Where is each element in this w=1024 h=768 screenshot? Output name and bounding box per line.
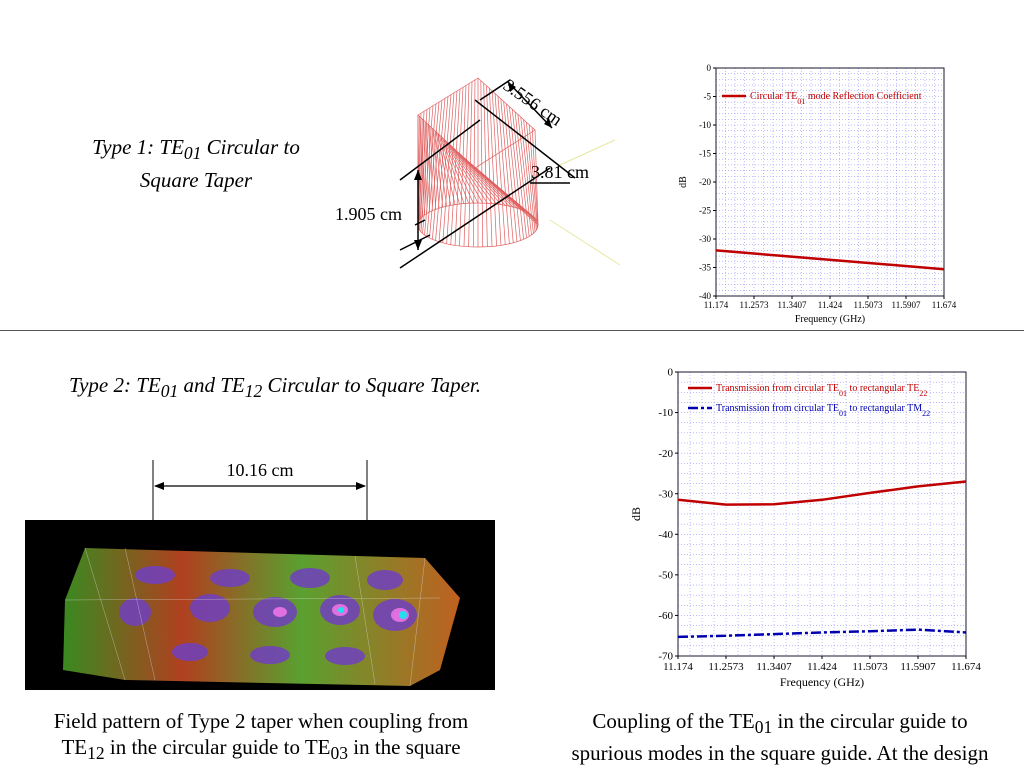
y-tick-label: -25 — [699, 206, 711, 216]
type1-title: Type 1: TE01 Circular to Square Taper — [92, 135, 300, 193]
y-tick-label: -60 — [658, 610, 673, 622]
y-tick-label: -10 — [658, 407, 673, 419]
x-tick-label: 11.424 — [818, 300, 843, 310]
x-tick-label: 11.5907 — [900, 661, 936, 673]
dim-height-label: 1.905 cm — [335, 204, 402, 224]
x-tick-label: 11.424 — [807, 661, 837, 673]
y-tick-label: -15 — [699, 149, 711, 159]
axis-lines — [549, 139, 621, 266]
y-axis-label: dB — [629, 507, 643, 521]
y-tick-label: -50 — [658, 570, 673, 582]
y-tick-label: 0 — [668, 367, 674, 379]
y-tick-label: -70 — [658, 651, 673, 663]
y-tick-label: -30 — [658, 488, 673, 500]
series-line — [677, 480, 967, 506]
x-tick-label: 11.5907 — [892, 300, 921, 310]
x-tick-label: 11.3407 — [756, 661, 792, 673]
x-axis-label: Frequency (GHz) — [780, 675, 864, 689]
x-tick-label: 11.3407 — [778, 300, 807, 310]
section-divider — [0, 330, 1024, 331]
y-tick-label: -20 — [658, 448, 673, 460]
type2-title: Type 2: TE01 and TE12 Circular to Square… — [68, 373, 482, 402]
series-line — [677, 628, 967, 639]
type1-taper-diagram: 3.556 cm 3.81 cm 1.905 cm — [335, 75, 621, 269]
y-tick-label: -30 — [699, 234, 711, 244]
y-tick-label: -35 — [699, 263, 711, 273]
legend-label: Transmission from circular TE01 to recta… — [716, 383, 927, 398]
x-tick-label: 11.5073 — [852, 661, 888, 673]
y-tick-label: -5 — [704, 92, 712, 102]
caption-left: Field pattern of Type 2 taper when coupl… — [53, 709, 469, 764]
dim-top-ext — [399, 119, 481, 181]
legend-label: Circular TE01 mode Reflection Coefficien… — [750, 91, 922, 106]
x-tick-label: 11.2573 — [708, 661, 744, 673]
dim-width-label: 3.81 cm — [531, 162, 589, 182]
dim-top-label: 3.556 cm — [500, 75, 566, 130]
type2-dimension: 10.16 cm — [152, 460, 368, 523]
chart-reflection: 11.174 11.2573 11.3407 11.424 11.5073 11.5907… — [678, 63, 957, 325]
chart-transmission: 11.174 11.2573 11.3407 11.424 11.5073 11.5907… — [629, 367, 981, 689]
y-tick-label: -40 — [658, 529, 673, 541]
caption-right: Coupling of the TE01 in the circular gui… — [571, 709, 989, 766]
y-tick-label: -10 — [699, 120, 711, 130]
dim-length-label: 10.16 cm — [227, 460, 294, 480]
field-pattern-image — [25, 520, 495, 690]
y-axis-label: dB — [678, 176, 689, 188]
dim-top-line — [507, 81, 553, 129]
x-axis-label: Frequency (GHz) — [795, 314, 865, 325]
x-tick-label: 11.674 — [951, 661, 981, 673]
x-tick-label: 11.2573 — [740, 300, 769, 310]
dim-width-line — [399, 167, 551, 269]
y-tick-label: -40 — [699, 291, 711, 301]
x-tick-label: 11.674 — [932, 300, 957, 310]
y-tick-label: -20 — [699, 177, 711, 187]
x-tick-label: 11.174 — [704, 300, 729, 310]
x-tick-label: 11.174 — [663, 661, 693, 673]
series-line — [715, 249, 945, 271]
x-tick-label: 11.5073 — [854, 300, 883, 310]
legend-label: Transmission from circular TE01 to recta… — [716, 403, 930, 418]
y-tick-label: 0 — [707, 63, 712, 73]
